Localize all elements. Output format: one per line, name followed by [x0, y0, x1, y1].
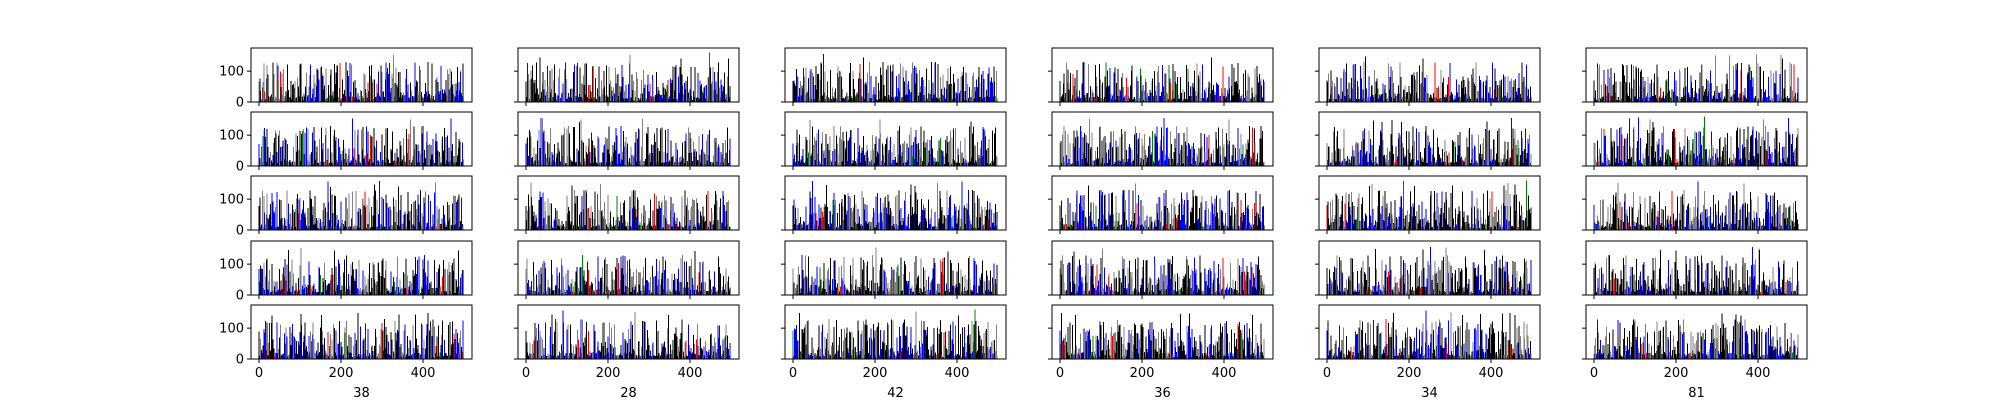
y-tick-label: 0	[236, 224, 244, 239]
bar-series	[1326, 56, 1532, 102]
panel-r2-c6	[1582, 111, 1808, 170]
bar-series	[258, 55, 464, 102]
y-tick-label: 0	[236, 160, 244, 175]
bar-series	[1326, 180, 1532, 230]
panel-frame	[250, 240, 473, 296]
y-tick-label: 100	[219, 193, 244, 208]
bar-series	[1593, 181, 1799, 230]
panel-r4-c1: 0 100	[219, 240, 473, 304]
panel-frame	[1051, 47, 1274, 103]
panel-r3-c5	[1315, 175, 1541, 234]
panel-frame	[250, 175, 473, 231]
panel-r2-c5	[1315, 111, 1541, 170]
bar-series	[258, 181, 464, 230]
panel-r1-c4	[1048, 47, 1274, 106]
bar-series	[1059, 118, 1265, 166]
y-tick-label: 100	[219, 129, 244, 144]
panel-r2-c2	[514, 111, 740, 170]
panel-r2-c1: 0 100	[219, 111, 473, 175]
panel-frame	[250, 47, 473, 103]
panel-r3-c6	[1582, 175, 1808, 234]
y-tick-label: 100	[219, 258, 244, 273]
bar-series	[525, 52, 731, 102]
panel-r2-c3	[781, 111, 1007, 170]
panel-frame	[1318, 175, 1541, 231]
panel-r3-c1: 0 100	[219, 175, 473, 239]
bar-series	[525, 118, 731, 166]
bar-series	[792, 119, 998, 166]
panel-frame	[784, 111, 1007, 167]
panel-frame	[1585, 47, 1808, 103]
panel-frame	[1051, 175, 1274, 231]
bar-series	[525, 182, 731, 230]
panel-frame	[784, 47, 1007, 103]
bar-series	[1059, 183, 1265, 230]
bar-series	[1326, 118, 1532, 166]
y-tick-label: 0	[236, 96, 244, 111]
panel-frame	[517, 47, 740, 103]
panel-frame	[1318, 47, 1541, 103]
panel-r1-c6	[1582, 47, 1808, 106]
bar-series	[792, 181, 998, 230]
panel-r2-c4	[1048, 111, 1274, 170]
y-tick-label: 0	[236, 289, 244, 304]
panel-frame	[1051, 111, 1274, 167]
y-tick-label: 100	[219, 65, 244, 80]
bar-series	[258, 248, 464, 295]
panel-frame	[517, 175, 740, 231]
bar-series	[1593, 116, 1799, 166]
panel-r1-c2	[514, 47, 740, 106]
panel-r4-c2	[514, 240, 740, 299]
bar-series	[258, 118, 464, 166]
bar-series	[1593, 54, 1799, 102]
panel-frame	[1585, 111, 1808, 167]
panel-r3-c3	[781, 175, 1007, 234]
panel-r1-c1: 0 100	[219, 47, 473, 111]
panel-r1-c5	[1315, 47, 1541, 106]
bar-series	[792, 54, 998, 102]
panel-frame	[250, 111, 473, 167]
panel-frame	[1318, 111, 1541, 167]
panel-r3-c4	[1048, 175, 1274, 234]
panel-frame	[517, 111, 740, 167]
panel-frame	[784, 175, 1007, 231]
panel-r3-c2	[514, 175, 740, 234]
bar-series	[525, 250, 731, 295]
panel-r1-c3	[781, 47, 1007, 106]
panel-frame	[1585, 175, 1808, 231]
bar-series	[1059, 57, 1265, 102]
